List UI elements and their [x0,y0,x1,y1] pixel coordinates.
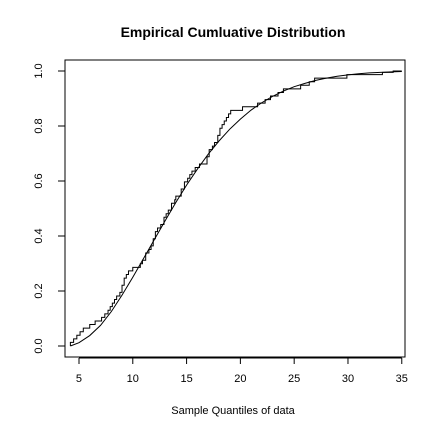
x-tick-label: 35 [396,373,408,385]
y-tick-label: 0.8 [33,118,45,133]
x-axis: 5 10 15 20 25 30 35 [76,357,408,385]
x-tick-label: 30 [342,373,354,385]
plot-frame [64,59,406,358]
x-axis-label: Sample Quantiles of data [171,405,295,417]
chart-title: Empirical Cumluative Distribution [121,24,346,40]
ecdf-step-line [69,70,402,346]
y-tick-label: 0.6 [33,173,45,188]
x-tick-label: 25 [288,373,300,385]
x-tick-label: 5 [76,373,82,385]
fitted-cdf-curve [70,71,402,347]
y-tick-label: 1.0 [33,63,45,78]
y-tick-label: 0.0 [33,338,45,353]
y-tick-label: 0.2 [33,283,45,298]
y-tick-label: 0.4 [33,228,45,243]
x-tick-label: 10 [127,373,139,385]
x-tick-label: 15 [180,373,192,385]
y-axis: 0.0 0.2 0.4 0.6 0.8 1.0 [33,63,66,354]
series-layer [69,70,402,347]
x-tick-label: 20 [234,373,246,385]
